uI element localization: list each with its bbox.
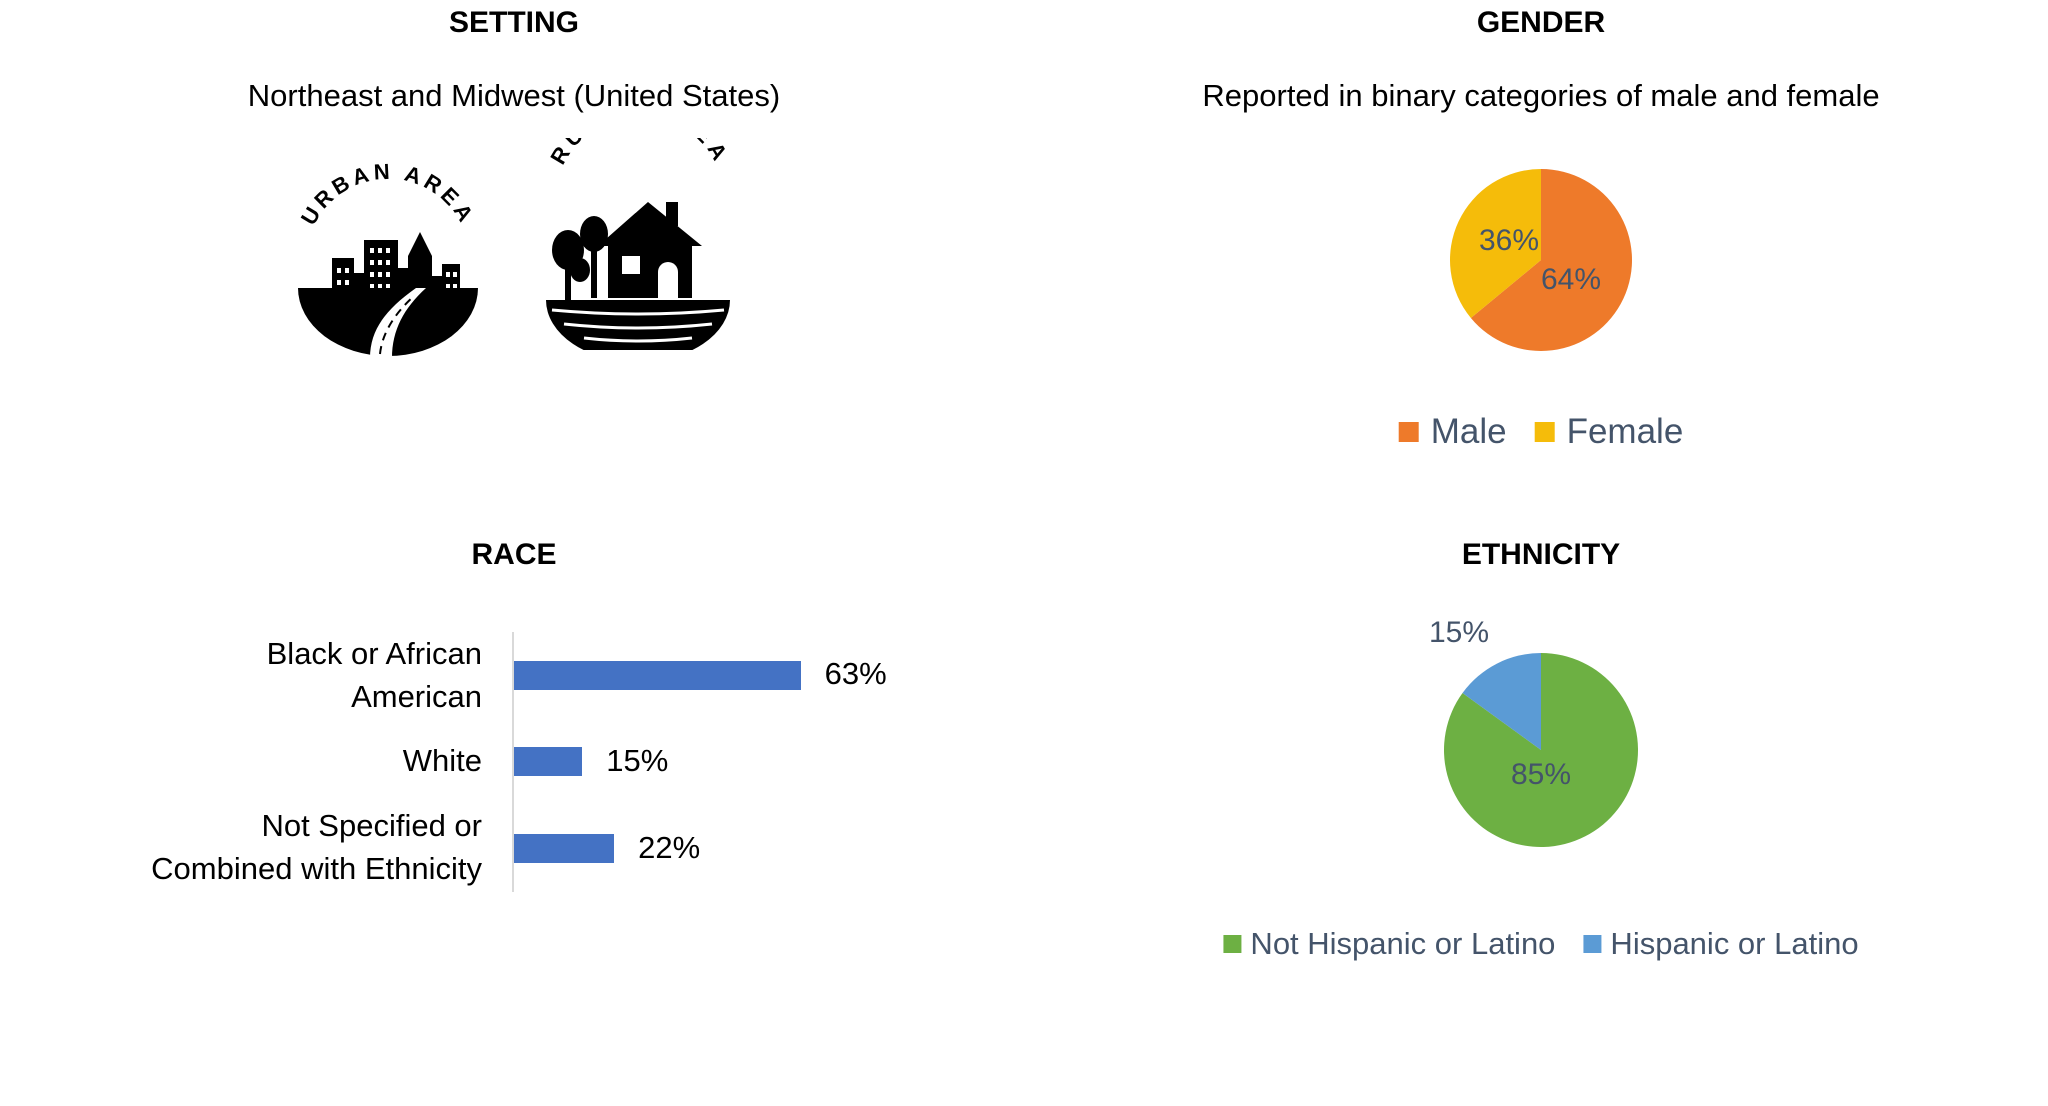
svg-text:RURAL AREA: RURAL AREA bbox=[545, 138, 734, 169]
pie-slice-hispanic-or-latino bbox=[1462, 653, 1541, 750]
legend-item-male: Male bbox=[1398, 412, 1507, 452]
race-category-white: White bbox=[403, 739, 482, 782]
race-bar-white bbox=[514, 747, 583, 776]
gender-legend: Male Female bbox=[1385, 412, 1698, 452]
pie-label-hispanic-or-latino: 15% bbox=[1429, 616, 1489, 649]
race-value-not-specified: 22% bbox=[638, 830, 701, 865]
gender-subtitle: Reported in binary categories of male an… bbox=[1202, 78, 1880, 113]
legend-label-male: Male bbox=[1430, 412, 1507, 451]
gender-heading: GENDER bbox=[1476, 6, 1606, 39]
race-category-not-specified: Not Specified or Combined with Ethnicity bbox=[151, 804, 482, 890]
legend-label-not-hispanic: Not Hispanic or Latino bbox=[1250, 926, 1556, 961]
pie-slice-female bbox=[1450, 169, 1541, 319]
legend-swatch-female bbox=[1534, 422, 1555, 442]
pie-label-male: 64% bbox=[1541, 263, 1601, 296]
pie-label-not-hispanic-or-latino: 85% bbox=[1511, 758, 1571, 791]
race-value-black: 63% bbox=[824, 656, 887, 691]
race-category-black-line2: American bbox=[351, 679, 482, 714]
legend-swatch-not-hispanic bbox=[1223, 935, 1242, 953]
pie-label-female: 36% bbox=[1479, 224, 1539, 257]
ethnicity-legend: Not Hispanic or Latino Hispanic or Latin… bbox=[1209, 926, 1872, 962]
legend-label-female: Female bbox=[1566, 412, 1684, 451]
race-axis-line bbox=[512, 632, 514, 892]
race-heading: RACE bbox=[471, 538, 557, 571]
legend-swatch-hispanic bbox=[1583, 935, 1602, 953]
race-bar-black bbox=[514, 661, 801, 690]
legend-item-hispanic: Hispanic or Latino bbox=[1583, 926, 1859, 962]
urban-area-label: URBAN AREA bbox=[296, 159, 476, 230]
pie-slice-male bbox=[1470, 169, 1632, 351]
setting-subtitle: Northeast and Midwest (United States) bbox=[247, 78, 781, 113]
ethnicity-heading: ETHNICITY bbox=[1461, 538, 1621, 571]
setting-heading: SETTING bbox=[448, 6, 580, 39]
rural-area-icon: RURAL AREA bbox=[545, 138, 734, 350]
gender-pie-chart: 64%36% bbox=[1450, 169, 1632, 351]
race-category-black-line1: Black or African bbox=[266, 636, 482, 671]
race-category-white-line1: White bbox=[402, 743, 482, 778]
legend-swatch-male bbox=[1398, 422, 1419, 442]
legend-label-hispanic: Hispanic or Latino bbox=[1610, 926, 1859, 961]
legend-item-not-hispanic: Not Hispanic or Latino bbox=[1223, 926, 1555, 962]
legend-item-female: Female bbox=[1534, 412, 1684, 452]
race-category-black: Black or African American bbox=[267, 632, 482, 718]
race-category-not-specified-line1: Not Specified or bbox=[261, 808, 482, 843]
ethnicity-pie-chart: 85% 15% bbox=[1429, 616, 1638, 847]
race-bar-not-specified bbox=[514, 834, 615, 863]
urban-area-icon: URBAN AREA bbox=[296, 159, 480, 358]
rural-area-label: RURAL AREA bbox=[545, 138, 729, 169]
svg-text:URBAN AREA: URBAN AREA bbox=[296, 159, 480, 230]
race-category-not-specified-line2: Combined with Ethnicity bbox=[151, 851, 482, 886]
race-value-white: 15% bbox=[606, 743, 669, 778]
